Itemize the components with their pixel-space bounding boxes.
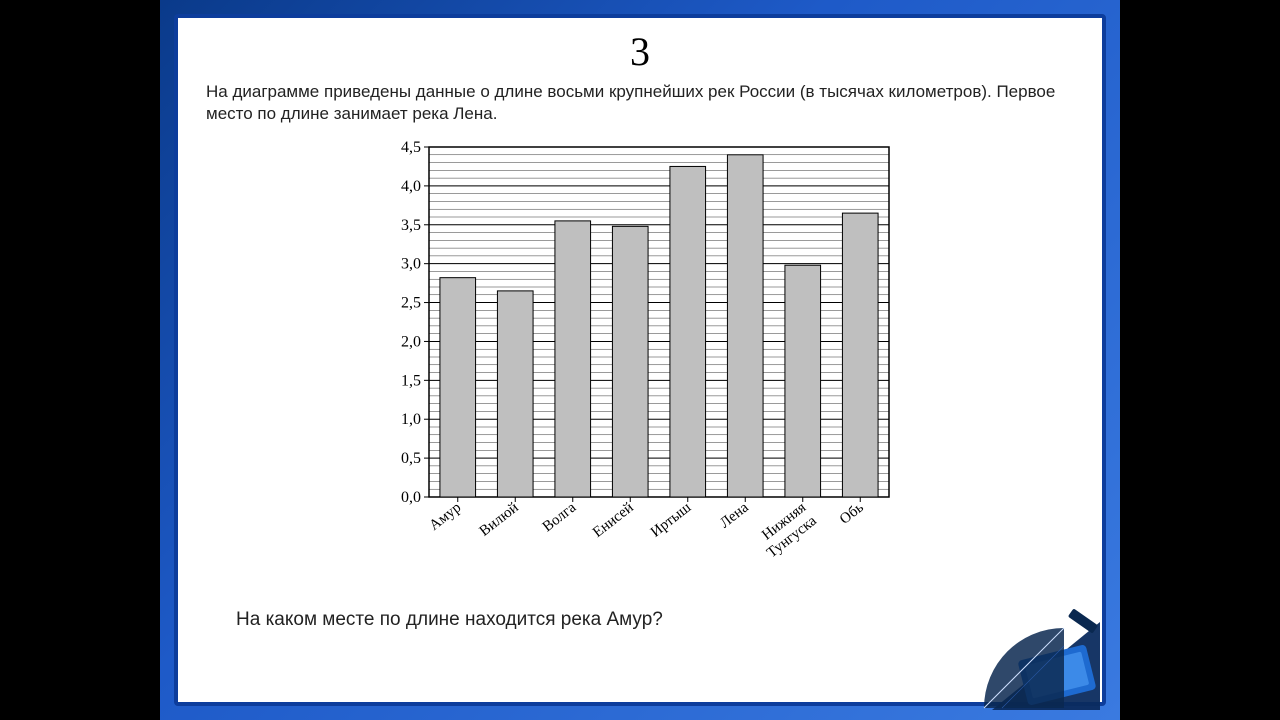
slide-frame: 3 На диаграмме приведены данные о длине … xyxy=(160,0,1120,720)
svg-text:0,5: 0,5 xyxy=(401,450,421,467)
svg-text:2,0: 2,0 xyxy=(401,334,421,351)
intro-text: На диаграмме приведены данные о длине во… xyxy=(206,81,1074,125)
svg-text:Волга: Волга xyxy=(540,500,580,536)
svg-text:0,0: 0,0 xyxy=(401,489,421,506)
svg-text:Иртыш: Иртыш xyxy=(648,499,695,540)
slide-inner: 3 На диаграмме приведены данные о длине … xyxy=(174,14,1106,706)
letterbox: 3 На диаграмме приведены данные о длине … xyxy=(0,0,1280,720)
svg-text:1,5: 1,5 xyxy=(401,373,421,390)
svg-text:НижняяТунгуска: НижняяТунгуска xyxy=(754,500,820,562)
svg-text:4,0: 4,0 xyxy=(401,178,421,195)
svg-text:Енисей: Енисей xyxy=(590,500,637,541)
question-text: На каком месте по длине находится река А… xyxy=(236,609,1074,631)
bar-chart: 0,0 0,5 1,0 1,5 2,0 2,5 3,0 3,5 4,0 4,5 Амур Вилюй В… xyxy=(379,137,901,587)
svg-text:Вилюй: Вилюй xyxy=(477,500,522,540)
svg-text:2,5: 2,5 xyxy=(401,295,421,312)
svg-text:4,5: 4,5 xyxy=(401,139,421,156)
svg-text:Обь: Обь xyxy=(837,500,867,528)
svg-text:3,0: 3,0 xyxy=(401,256,421,273)
svg-text:3,5: 3,5 xyxy=(401,217,421,234)
svg-text:Амур: Амур xyxy=(427,500,465,534)
chart-container: 0,0 0,5 1,0 1,5 2,0 2,5 3,0 3,5 4,0 4,5 Амур Вилюй В… xyxy=(206,137,1074,587)
svg-text:Лена: Лена xyxy=(717,500,752,532)
slide-number: 3 xyxy=(206,28,1074,75)
svg-text:1,0: 1,0 xyxy=(401,411,421,428)
